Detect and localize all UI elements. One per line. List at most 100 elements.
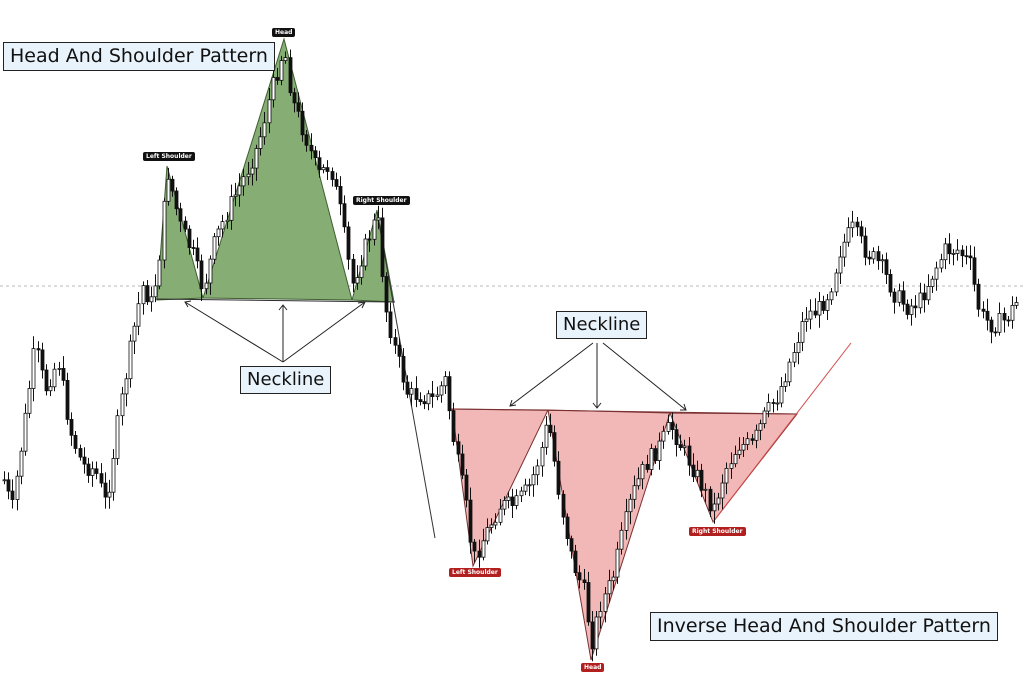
bull-candle [762, 410, 767, 425]
bull-candle [498, 508, 503, 523]
bear-candle [859, 226, 864, 237]
bull-candle [258, 136, 263, 149]
bear-candle [275, 77, 280, 81]
bull-candle [355, 277, 360, 284]
bear-candle [1002, 312, 1007, 321]
bull-candle [754, 429, 759, 441]
bull-candle [519, 490, 524, 497]
bull-candle [208, 258, 213, 284]
bear-candle [342, 203, 347, 228]
bear-candle [468, 499, 473, 543]
bull-candle [237, 185, 242, 196]
bear-candle [334, 179, 339, 187]
bear-candle [586, 582, 591, 623]
bull-candle [666, 422, 671, 432]
hs-neckline [154, 298, 396, 303]
bull-candle [229, 196, 234, 221]
bull-candle [57, 367, 62, 370]
bear-candle [346, 226, 351, 260]
bear-candle [317, 157, 322, 171]
bear-candle [170, 178, 175, 192]
bull-candle [939, 259, 944, 269]
bull-candle [540, 446, 545, 467]
bull-candle [955, 249, 960, 254]
bear-candle [191, 247, 196, 249]
bear-candle [477, 550, 482, 558]
bear-candle [288, 57, 293, 94]
bear-candle [821, 300, 826, 311]
bull-candle [871, 251, 876, 260]
bull-candle [682, 445, 687, 449]
bull-candle [909, 305, 914, 315]
bear-candle [582, 579, 587, 584]
bull-candle [136, 303, 141, 327]
bull-candle [997, 312, 1002, 333]
bull-candle [800, 321, 805, 343]
bear-candle [972, 257, 977, 285]
bear-candle [451, 410, 456, 443]
bull-candle [834, 272, 839, 293]
bear-candle [892, 291, 897, 303]
bull-candle [598, 611, 603, 618]
bull-candle [254, 148, 259, 169]
bull-candle [426, 393, 431, 405]
bear-candle [69, 418, 74, 436]
bear-candle [577, 572, 582, 581]
bull-candle [2, 479, 7, 482]
bear-candle [947, 243, 952, 255]
bull-candle [796, 341, 801, 353]
bull-candle [111, 458, 116, 493]
bear-candle [82, 456, 87, 465]
bear-candle [863, 235, 868, 258]
bull-candle [267, 99, 272, 124]
bear-candle [65, 379, 70, 420]
bear-candle [73, 434, 78, 449]
bull-candle [619, 529, 624, 550]
bull-candle [250, 167, 255, 175]
bear-candle [750, 438, 755, 441]
bull-candle [720, 482, 725, 499]
bear-candle [981, 308, 986, 312]
bull-candle [132, 325, 137, 342]
hs-right-shoulder-tag: Right Shoulder [353, 196, 410, 206]
bull-candle [90, 468, 95, 476]
bull-candle [120, 393, 125, 417]
bear-candle [674, 429, 679, 446]
bull-candle [808, 310, 813, 320]
bear-candle [430, 393, 435, 397]
bear-candle [556, 460, 561, 495]
bull-candle [703, 488, 708, 491]
bull-candle [804, 318, 809, 323]
bull-candle [607, 580, 612, 595]
bull-candle [724, 467, 729, 484]
bear-candle [687, 445, 692, 466]
bull-candle [880, 259, 885, 262]
bull-candle [829, 291, 834, 301]
bull-candle [321, 167, 326, 171]
bear-candle [993, 331, 998, 334]
bull-candle [695, 469, 700, 478]
bull-candle [930, 278, 935, 287]
bear-candle [510, 496, 515, 507]
bull-candle [48, 386, 53, 392]
bear-candle [989, 319, 994, 333]
bear-candle [678, 444, 683, 449]
bull-candle [603, 593, 608, 612]
bear-candle [472, 541, 477, 552]
bull-candle [485, 527, 490, 542]
bull-candle [1014, 302, 1019, 306]
bear-candle [548, 424, 553, 434]
bull-candle [846, 227, 851, 243]
bull-candle [124, 378, 129, 395]
bull-candle [531, 474, 536, 486]
bear-candle [367, 238, 372, 241]
ihs-head-tag: Head [581, 663, 605, 673]
bear-candle [292, 92, 297, 104]
bull-candle [262, 122, 267, 138]
bull-candle [825, 299, 830, 311]
bull-candle [783, 381, 788, 387]
bull-candle [409, 388, 414, 395]
bear-candle [960, 249, 965, 257]
bull-candle [157, 259, 162, 287]
